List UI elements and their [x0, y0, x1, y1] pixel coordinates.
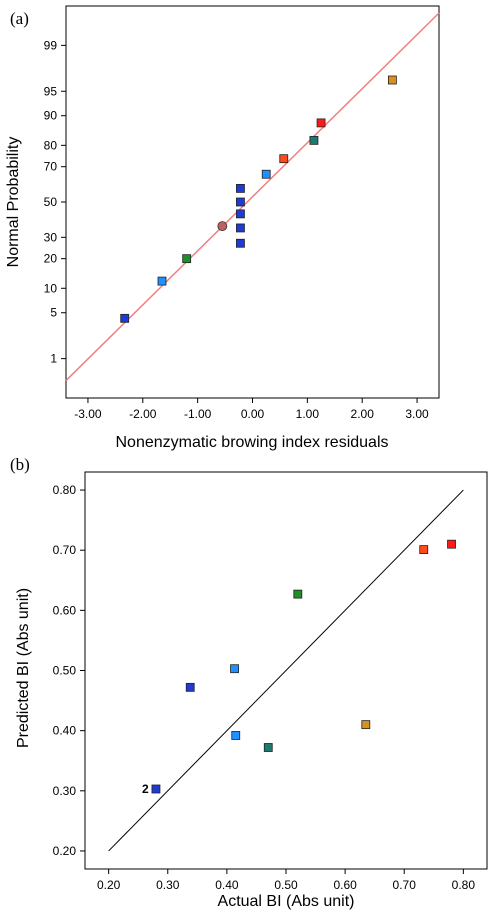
data-point	[185, 682, 195, 692]
panel-b-reference-line	[108, 489, 464, 852]
data-point	[447, 539, 456, 549]
panel-a-points	[120, 75, 397, 323]
panel-b-points: 2	[142, 539, 456, 796]
data-point	[261, 169, 271, 179]
y-tick-label: 99	[44, 38, 58, 52]
panel-b-y-axis: 0.20 0.30 0.40 0.50 0.60 0.70 0.80	[53, 483, 85, 858]
data-point	[387, 75, 397, 85]
x-tick-label: 0.70	[393, 878, 417, 892]
y-tick-label: 50	[44, 195, 58, 209]
y-tick-label: 20	[44, 252, 58, 266]
data-point	[309, 135, 319, 145]
panel-a-plot-frame	[65, 5, 440, 399]
y-tick-label: 90	[44, 109, 58, 123]
data-point	[182, 254, 192, 264]
x-tick-label: 0.60	[333, 878, 357, 892]
x-tick-label: 0.80	[452, 878, 476, 892]
x-tick-label: 0.50	[274, 878, 298, 892]
y-tick-label: 0.70	[53, 543, 77, 557]
panel-b-x-axis: 0.20 0.30 0.40 0.50 0.60 0.70 0.80	[97, 869, 475, 892]
point-count-label: 2	[142, 782, 149, 796]
y-tick-label: 70	[44, 160, 58, 174]
y-tick-label: 0.60	[53, 603, 77, 617]
panel-a-label: (a)	[10, 9, 29, 28]
y-tick-label: 30	[44, 230, 58, 244]
data-point	[316, 118, 326, 128]
x-tick-label: -1.00	[184, 407, 212, 421]
x-tick-label: 0.30	[156, 878, 180, 892]
x-tick-label: 0.00	[241, 407, 265, 421]
panel-b-y-axis-label: Predicted BI (Abs unit)	[15, 588, 32, 748]
panel-a-y-axis: 1 5 10 20 30 50 70 80 90 95 99	[44, 38, 66, 366]
data-point	[230, 664, 239, 674]
data-point	[361, 720, 371, 730]
panel-a: (a) -3.00 -2.00 -1.00 0.00 1.00 2.00 3.00 1 5 10…	[5, 5, 440, 451]
data-point	[236, 209, 245, 219]
x-tick-label: -2.00	[129, 407, 157, 421]
y-tick-label: 10	[44, 281, 58, 295]
x-tick-label: 1.00	[296, 407, 320, 421]
panel-a-reference-line	[65, 12, 440, 382]
x-tick-label: 0.40	[215, 878, 239, 892]
data-point	[151, 784, 161, 794]
x-tick-label: 2.00	[351, 407, 375, 421]
data-point	[236, 223, 245, 233]
panel-b: (b) 0.20 0.30 0.40 0.50 0.60 0.70 0.80 0.20 0.3…	[10, 455, 488, 910]
y-tick-label: 0.40	[53, 724, 77, 738]
data-point	[231, 731, 241, 740]
panel-a-y-axis-label: Normal Probability	[5, 137, 22, 268]
data-point	[279, 154, 289, 164]
y-tick-label: 1	[50, 352, 57, 366]
y-tick-label: 95	[44, 84, 58, 98]
data-point	[236, 238, 245, 248]
panel-a-x-axis: -3.00 -2.00 -1.00 0.00 1.00 2.00 3.00	[74, 398, 429, 421]
data-point	[293, 589, 303, 599]
x-tick-label: -3.00	[74, 407, 102, 421]
y-tick-label: 5	[50, 306, 57, 320]
x-tick-label: 0.20	[97, 878, 121, 892]
y-tick-label: 0.80	[53, 483, 77, 497]
data-point	[236, 197, 245, 207]
panel-b-x-axis-label: Actual BI (Abs unit)	[218, 893, 355, 910]
y-tick-label: 0.50	[53, 664, 77, 678]
data-point	[419, 545, 429, 554]
y-tick-label: 80	[44, 138, 58, 152]
data-point	[263, 743, 273, 752]
panel-a-x-axis-label: Nonenzymatic browing index residuals	[115, 434, 388, 451]
data-point	[236, 184, 245, 193]
data-point	[157, 276, 167, 286]
y-tick-label: 0.20	[53, 844, 77, 858]
y-tick-label: 0.30	[53, 784, 77, 798]
panel-b-label: (b)	[10, 455, 30, 474]
data-point	[217, 221, 228, 232]
data-point	[120, 313, 130, 323]
x-tick-label: 3.00	[405, 407, 429, 421]
